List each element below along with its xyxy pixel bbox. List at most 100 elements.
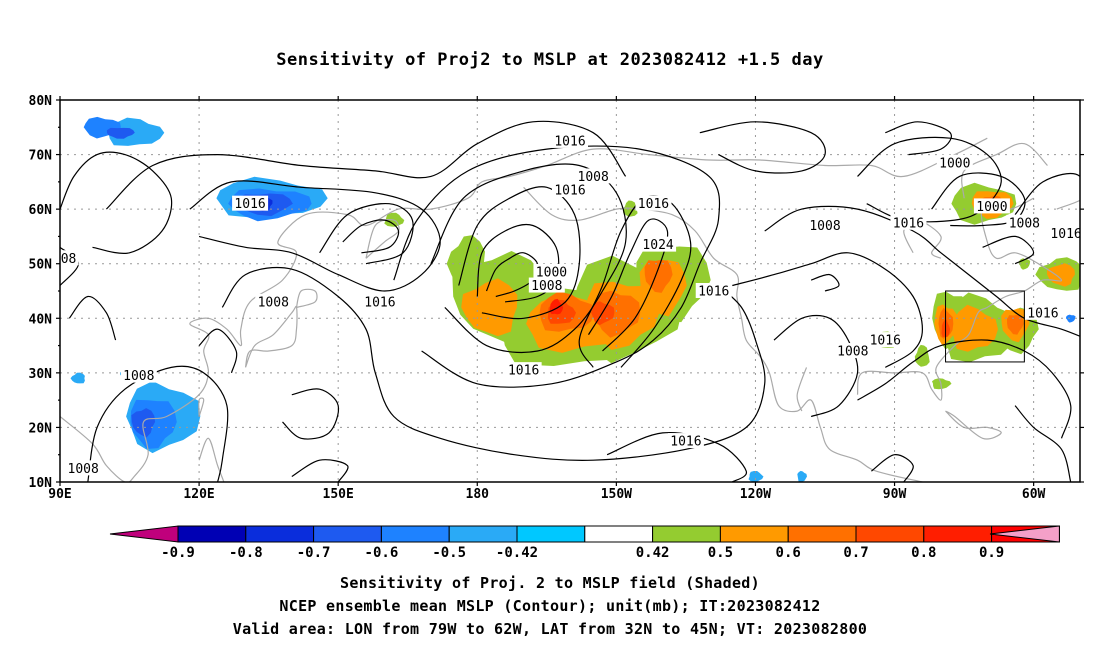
lon-label: 120W [740,487,771,502]
isobar [476,223,560,303]
contour-label: 1000 [536,265,567,280]
isobar [105,120,627,210]
longitude-labels: 90E 120E 150E 180 150W 120W 90W 60W [48,487,1045,502]
axis-ticks [56,96,1084,486]
colorbar-label: -0.42 [496,545,538,561]
isobar [931,172,1026,227]
isobar [198,328,238,374]
sensitivity-patch [446,235,485,290]
contour-label-bg [60,250,79,266]
contour-label: 1024 [642,238,673,253]
sensitivity-patch [1065,314,1076,323]
sensitivity-patch [461,278,518,337]
caption-shaded: Sensitivity of Proj. 2 to MSLP field (Sh… [340,574,760,592]
lon-label: 90W [883,487,907,502]
contour-label: 008 [53,252,76,267]
coastline [856,197,1063,401]
contour-label: 1016 [638,197,669,212]
isobar [430,163,627,354]
coastline [244,305,298,368]
isobar [189,180,441,292]
colorbar-segment [719,525,789,543]
contour-label: 1016 [554,134,585,149]
contour-label-bg [1006,214,1043,230]
lat-label: 30N [29,367,53,382]
contour-label: 1008 [809,219,840,234]
isobar [1014,405,1072,482]
contour-label: 1016 [870,334,901,349]
sensitivity-patch [108,117,165,146]
coastline [523,186,923,482]
contour-label: 1008 [837,345,868,360]
contour-label: 1016 [893,216,924,231]
coastline [961,142,1048,199]
coastlines [60,137,1080,482]
lat-label: 70N [29,149,53,164]
colorbar-label: 0.6 [776,545,801,561]
contour-label: 1008 [531,279,562,294]
colorbar-label: 0.42 [636,545,670,561]
sensitivity-patch [797,470,807,482]
caption-contour: NCEP ensemble mean MSLP (Contour); unit(… [279,597,821,615]
lon-label: 180 [466,487,490,502]
colorbar-label: -0.5 [432,545,466,561]
contour-label-bg [635,195,672,211]
contour-label-bg [834,343,871,359]
caption-valid-area: Valid area: LON from 79W to 62W, LAT fro… [232,620,868,638]
contour-label-bg [1048,225,1080,241]
isobar [1014,173,1080,215]
contour-label-bg [936,154,973,170]
coastline [198,437,225,482]
isobar [87,365,229,482]
contour-label-bg [120,367,157,383]
contour-label-bg [807,217,843,233]
isobar [485,252,539,298]
isobar [982,235,1035,265]
contour-label: 1008 [578,170,609,185]
coastline [365,219,400,259]
contour-label: 1016 [508,364,539,379]
colorbar-segment [177,525,247,543]
isobar [587,218,669,352]
isobar [68,295,117,341]
contour-label: 1008 [258,295,289,310]
sensitivity-patch [1007,314,1024,335]
contour-label-bg [890,214,927,230]
gridlines [60,100,1080,482]
contour-label-bg [552,182,588,198]
coastline [198,397,205,417]
contour-label-bg [867,332,904,348]
contour-label: 1016 [1027,306,1058,321]
colorbar-label: -0.6 [365,545,399,561]
coastline [295,288,318,308]
colorbar-segment [245,525,315,543]
contour-label-bg [575,168,612,184]
contour-label: 1016 [364,295,395,310]
sensitivity-patch [70,372,85,384]
isobar [342,219,400,254]
coastline [1056,199,1080,210]
contour-label: 1016 [1050,227,1081,242]
colorbar-label: -0.8 [229,545,263,561]
isobar [282,388,340,440]
contour-label: 1016 [234,197,265,212]
colorbar-label: -0.7 [297,545,331,561]
colorbar-segment [787,525,857,543]
contour-label: 1000 [976,200,1007,215]
map-title: Sensitivity of Proj2 to MSLP at 20230824… [276,50,824,70]
colorbar-segment [516,525,586,543]
contour-label: 1016 [670,435,701,450]
sensitivity-patch [748,471,764,482]
contour-label-bg [528,277,565,293]
colorbar-max-arrow [989,525,1060,543]
coastline [903,219,942,259]
coastline [796,367,808,412]
colorbar-label: -0.9 [161,545,195,561]
colorbar-segment [855,525,925,543]
isobar [60,151,173,254]
isobar [291,459,349,482]
lat-label: 80N [29,94,53,109]
contour-label-bg [640,236,677,252]
